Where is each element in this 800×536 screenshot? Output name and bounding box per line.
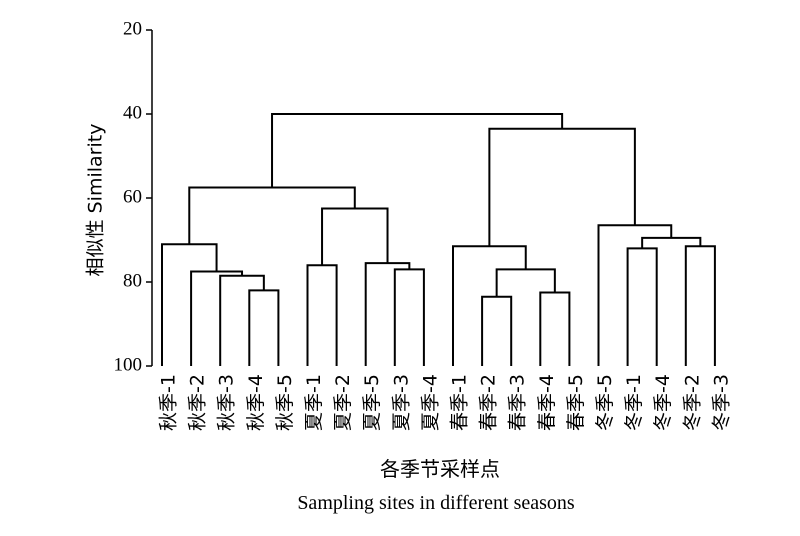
leaf-label: 夏季-2 xyxy=(332,374,354,431)
leaf-label: 夏季-1 xyxy=(303,374,325,431)
leaf-label: 春季-2 xyxy=(478,374,500,431)
y-axis: 20 40 60 80 100 xyxy=(114,18,153,375)
dendrogram-link xyxy=(321,207,389,266)
y-tick-label: 80 xyxy=(123,270,142,291)
dendrogram-link xyxy=(481,295,513,366)
leaf-label: 春季-1 xyxy=(449,374,471,431)
dendrogram-link xyxy=(488,127,636,247)
x-axis-label-english: Sampling sites in different seasons xyxy=(297,492,575,514)
leaf-label: 秋季-3 xyxy=(216,374,238,431)
dendrogram-link xyxy=(393,268,425,366)
y-tick-label: 100 xyxy=(114,354,143,375)
leaf-label: 冬季-3 xyxy=(710,374,732,431)
dendrogram-link xyxy=(248,289,280,366)
y-tick-label: 40 xyxy=(123,102,142,123)
dendrogram-link xyxy=(271,113,564,188)
leaf-label: 夏季-3 xyxy=(390,374,412,431)
dendrogram-link xyxy=(452,245,527,366)
leaf-label: 春季-4 xyxy=(536,374,558,431)
dendrogram-link xyxy=(597,224,673,366)
leaf-label: 冬季-4 xyxy=(652,374,674,431)
leaf-labels: 秋季-1 秋季-2 秋季-3 秋季-4 秋季-5 夏季-1 夏季-2 夏季-5 夏季-3 夏季-4… xyxy=(158,374,733,431)
dendrogram-links xyxy=(161,113,716,366)
leaf-label: 秋季-5 xyxy=(274,374,296,431)
dendrogram-link xyxy=(219,274,265,366)
dendrogram-link xyxy=(364,262,411,366)
leaf-label: 冬季-2 xyxy=(681,374,703,431)
dendrogram-link xyxy=(306,264,338,366)
dendrogram-link xyxy=(684,245,716,366)
y-tick-label: 20 xyxy=(123,18,142,39)
dendrogram-link xyxy=(161,243,218,366)
dendrogram-link xyxy=(188,186,356,245)
leaf-label: 夏季-5 xyxy=(361,374,383,431)
dendrogram-link xyxy=(190,270,244,366)
y-tick-label: 60 xyxy=(123,186,142,207)
x-axis-label-chinese: 各季节采样点 xyxy=(380,457,500,481)
dendrogram-link xyxy=(626,247,658,366)
leaf-label: 秋季-1 xyxy=(158,374,180,431)
leaf-label: 春季-5 xyxy=(565,374,587,431)
leaf-label: 冬季-1 xyxy=(623,374,645,431)
leaf-label: 秋季-2 xyxy=(187,374,209,431)
leaf-label: 秋季-4 xyxy=(245,374,267,431)
dendrogram-link xyxy=(539,291,571,366)
y-axis-label: 相似性 Similarity xyxy=(85,124,107,277)
leaf-label: 春季-3 xyxy=(507,374,529,431)
leaf-label: 冬季-5 xyxy=(594,374,616,431)
leaf-label: 夏季-4 xyxy=(419,374,441,431)
